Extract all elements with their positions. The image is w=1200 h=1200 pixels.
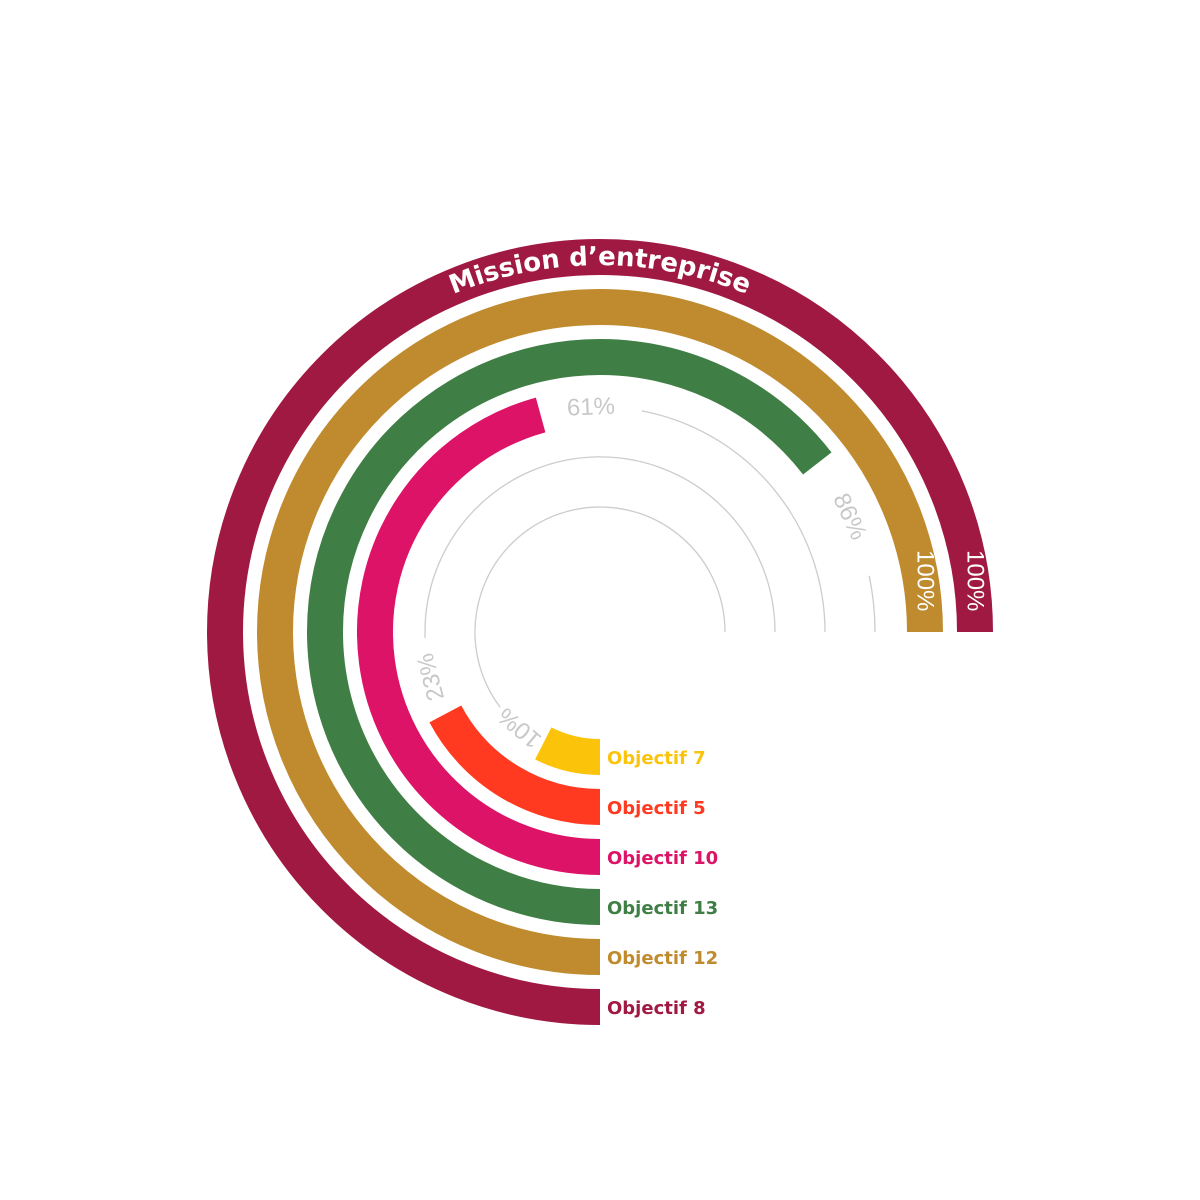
guide-line-objectif-5 (424, 456, 776, 638)
value-label-objectif-7: 10% (493, 702, 547, 754)
series-label-objectif-5: Objectif 5 (607, 798, 706, 819)
value-label-objectif-13: 86% (827, 489, 872, 544)
labels: Objectif 8 100% Objectif 12 100% Objectif 13… (412, 393, 989, 1019)
bar-objectif-8 (207, 239, 993, 1025)
bar-objectif-13 (307, 339, 832, 925)
series-label-objectif-13: Objectif 13 (607, 898, 718, 919)
value-label-objectif-8: 100% (962, 550, 989, 611)
guide-line-objectif-10 (641, 410, 826, 633)
bars (207, 239, 993, 1025)
guide-line-objectif-7 (474, 506, 726, 708)
series-label-objectif-7: Objectif 7 (607, 748, 706, 769)
guide-line-objectif-13 (868, 575, 876, 633)
bar-objectif-7 (535, 727, 601, 775)
series-label-objectif-12: Objectif 12 (607, 948, 718, 969)
bar-objectif-12 (257, 289, 943, 975)
series-label-objectif-8: Objectif 8 (607, 998, 706, 1019)
bar-objectif-10 (357, 397, 601, 875)
bar-objectif-5 (429, 705, 601, 825)
value-label-objectif-12: 100% (912, 550, 939, 611)
value-label-objectif-10: 61% (566, 393, 615, 422)
value-label-objectif-5: 23% (412, 650, 450, 703)
series-label-objectif-10: Objectif 10 (607, 848, 718, 869)
grid-lines (424, 410, 876, 708)
